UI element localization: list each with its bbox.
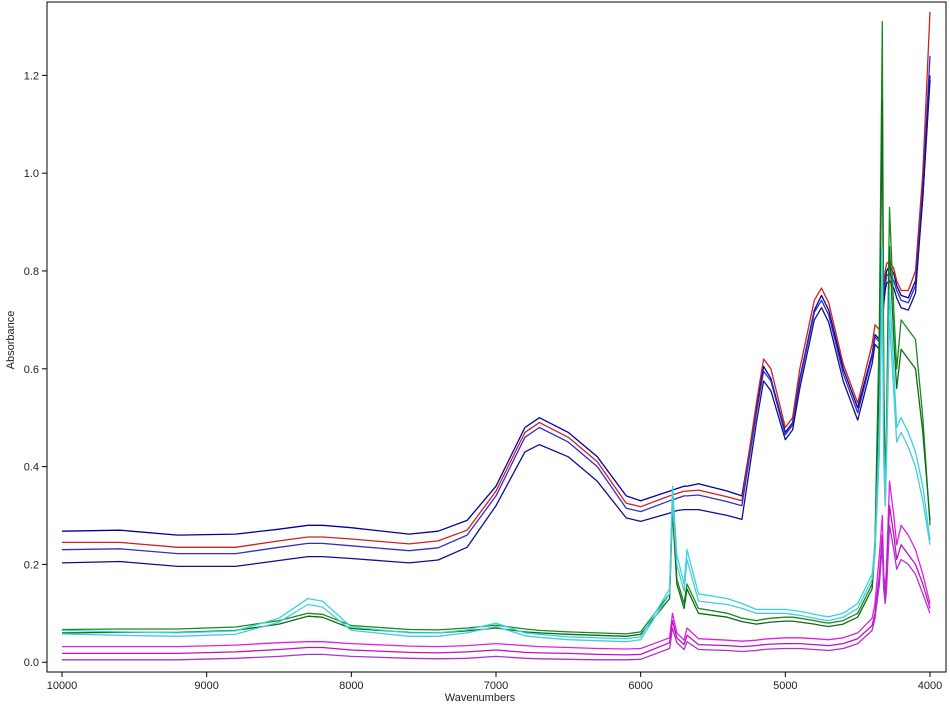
series-line-9 xyxy=(62,480,931,650)
y-tick-label: 0.0 xyxy=(24,657,39,669)
x-tick-label: 7000 xyxy=(484,680,508,692)
x-tick-label: 8000 xyxy=(339,680,363,692)
x-tick-label: 4000 xyxy=(918,680,942,692)
series-line-8 xyxy=(61,280,931,643)
y-tick-label: 1.0 xyxy=(24,168,39,180)
plot-frame xyxy=(46,1,947,673)
series-line-4 xyxy=(61,75,931,568)
y-tick-label: 0.6 xyxy=(24,364,39,376)
y-tick-label: 0.4 xyxy=(24,462,39,474)
y-tick-label: 0.2 xyxy=(24,559,39,571)
y-tick-label: 0.8 xyxy=(24,266,39,278)
series-line-2 xyxy=(62,11,931,548)
y-tick-label: 1.2 xyxy=(24,70,39,82)
series-line-3 xyxy=(61,55,931,555)
series-layer xyxy=(61,11,931,661)
y-axis-ticks: 0.0 0.2 0.4 0.6 0.8 1.0 1.2 xyxy=(24,70,47,669)
x-axis-title: Wavenumbers xyxy=(445,692,516,704)
x-tick-label: 6000 xyxy=(628,680,652,692)
x-axis-ticks: 10000 9000 8000 7000 6000 5000 4000 xyxy=(47,672,942,692)
x-tick-label: 5000 xyxy=(773,680,797,692)
series-line-10 xyxy=(62,505,931,656)
series-line-11 xyxy=(62,524,931,661)
y-axis-title: Absorbance xyxy=(5,311,17,370)
x-tick-label: 10000 xyxy=(47,680,78,692)
x-tick-label: 9000 xyxy=(194,680,218,692)
